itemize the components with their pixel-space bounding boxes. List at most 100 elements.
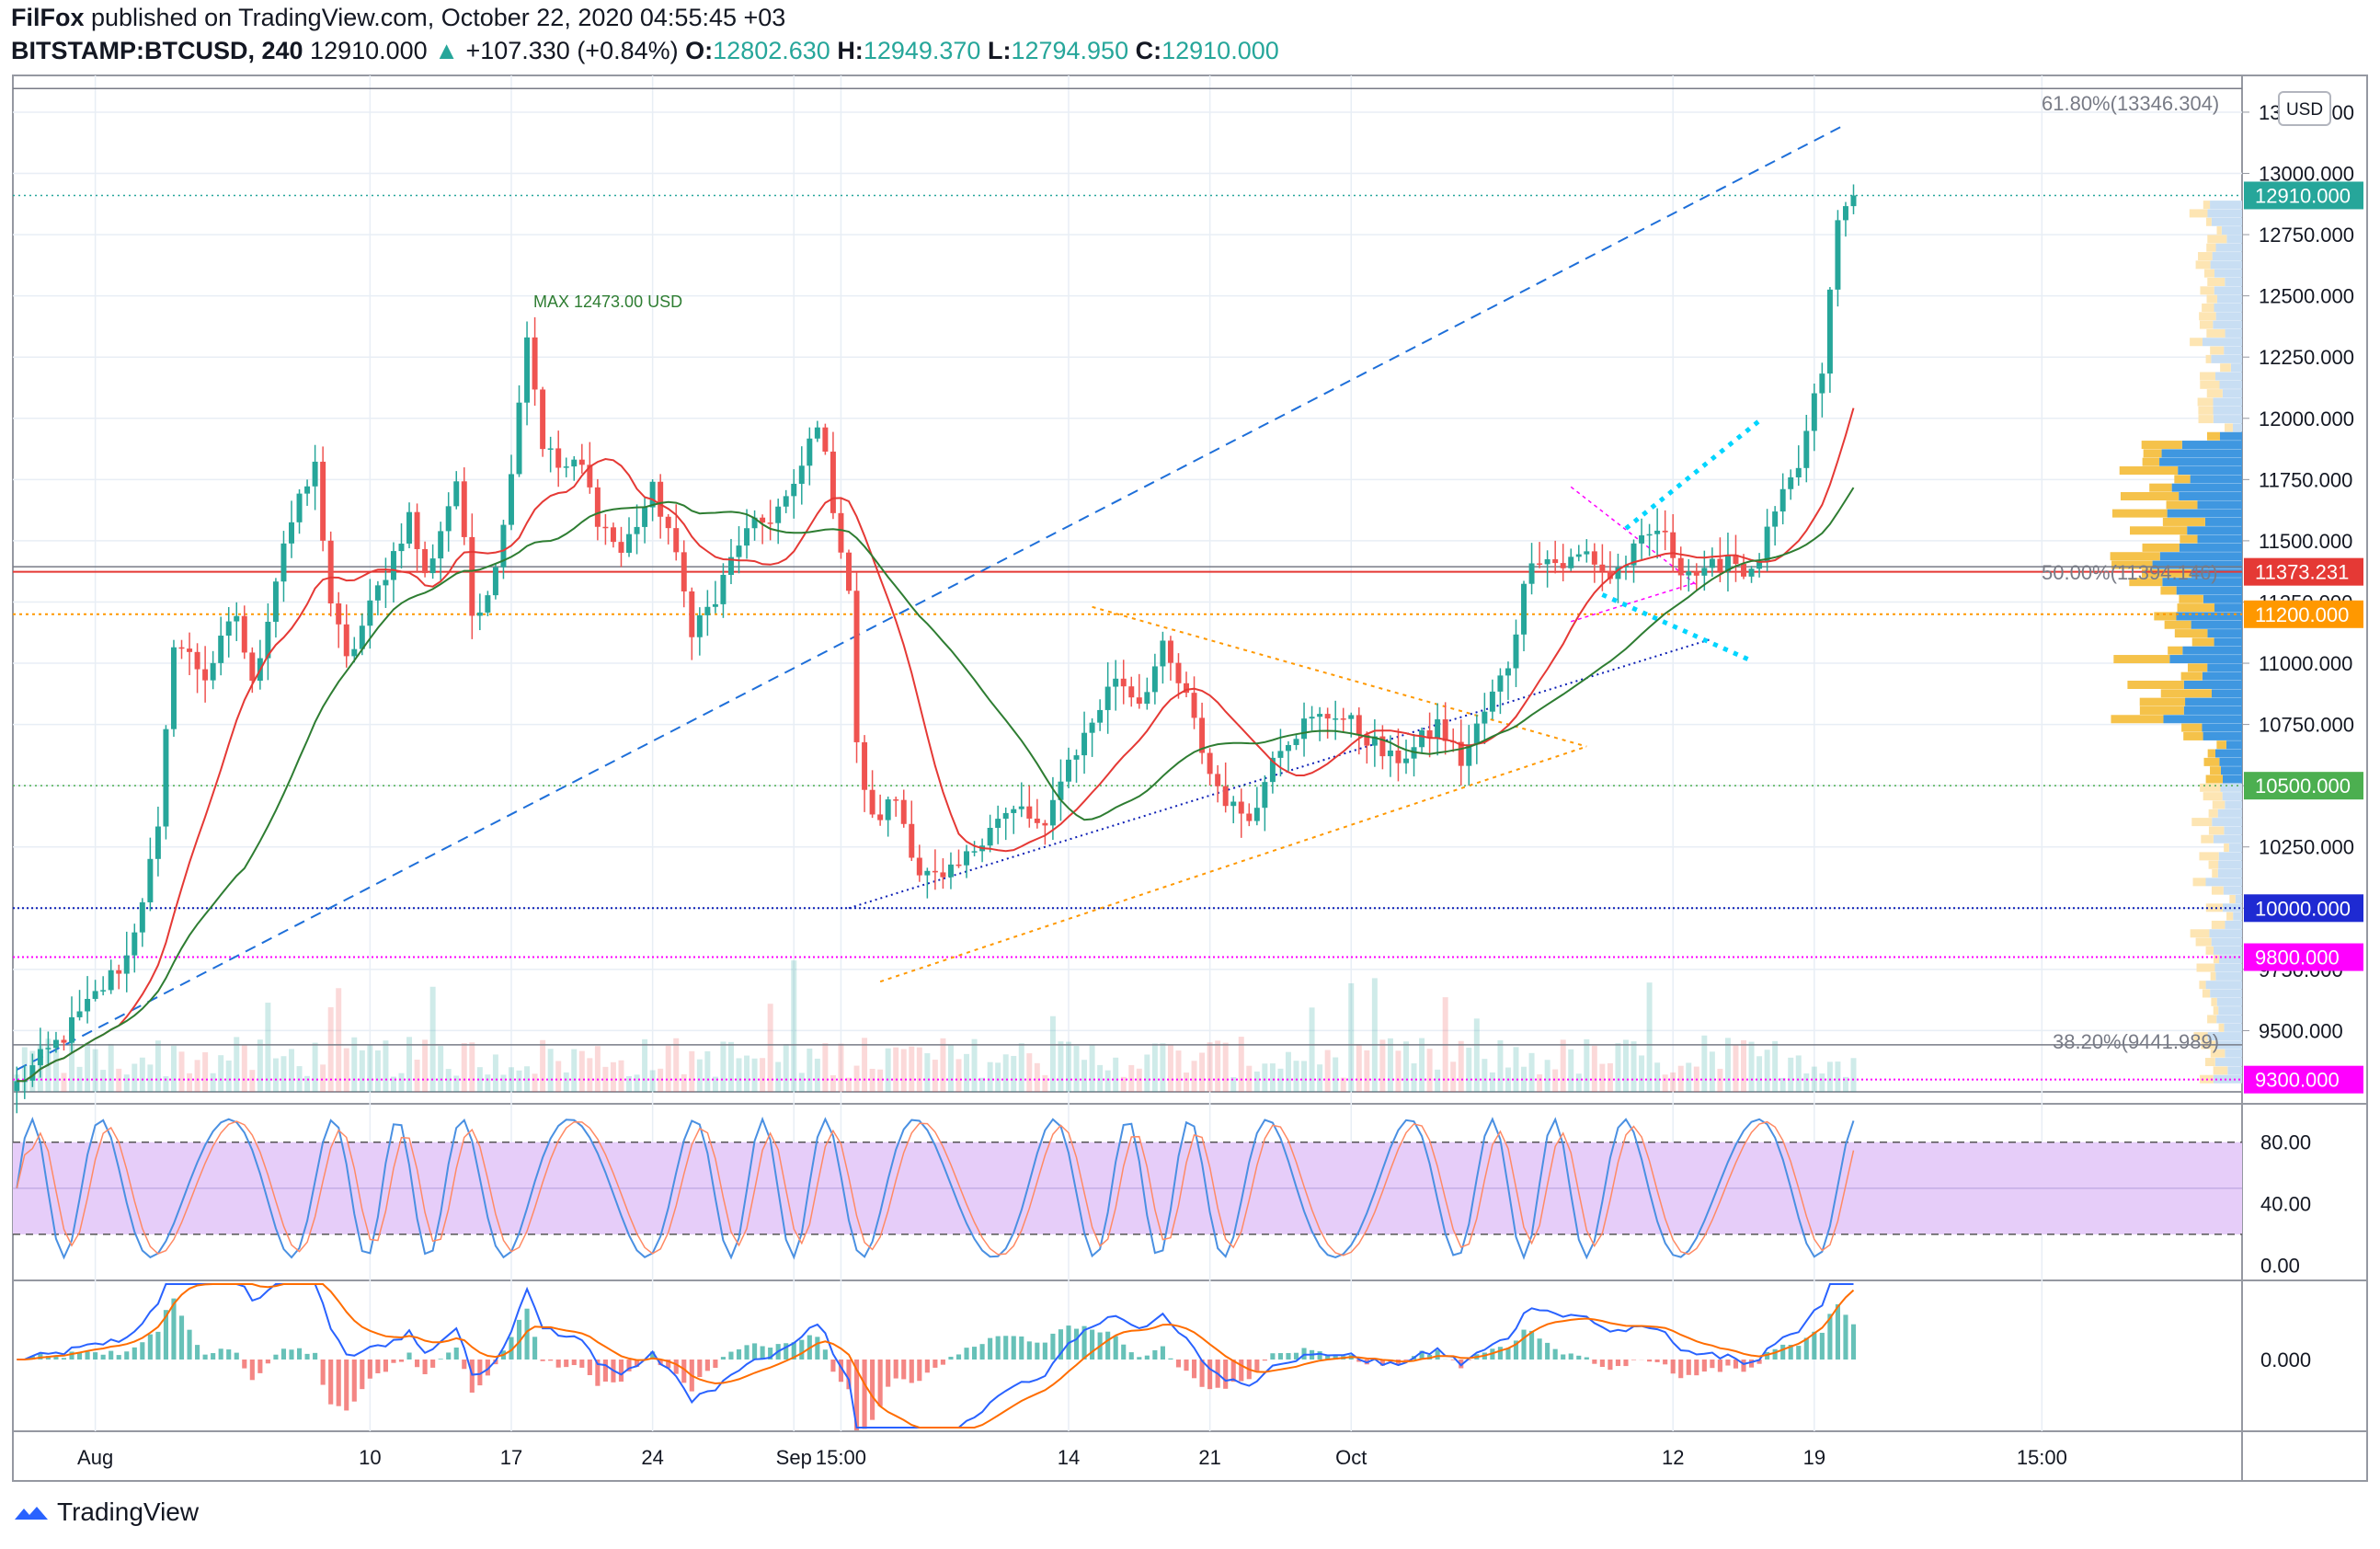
macd-hist-bar [799, 1339, 805, 1360]
candle-body [1379, 736, 1386, 757]
volume-bar [1733, 1045, 1739, 1092]
low-label: L: [987, 37, 1012, 64]
macd-hist-bar [1733, 1360, 1739, 1369]
volume-profile-bar [2187, 663, 2208, 672]
macd-hist-bar [1788, 1345, 1793, 1360]
volume-profile-bar [2159, 552, 2242, 561]
macd-hist-bar [886, 1360, 891, 1387]
volume-bar [807, 1048, 813, 1092]
macd-hist-bar [147, 1334, 153, 1360]
volume-bar [359, 1050, 365, 1092]
candle-body [147, 858, 154, 902]
close-label: C: [1135, 37, 1162, 64]
macd-hist-bar [1678, 1360, 1684, 1379]
candle-body [1599, 564, 1606, 571]
volume-bar [1560, 1039, 1566, 1092]
volume-profile-bar [2185, 697, 2242, 706]
candle-body [1317, 714, 1323, 717]
volume-bar [1788, 1057, 1794, 1092]
stoch-tick-label: 80.00 [2260, 1131, 2311, 1154]
volume-bar [775, 1061, 782, 1092]
macd-hist-bar [415, 1360, 420, 1368]
candle-body [1309, 717, 1315, 719]
candle-body [610, 527, 616, 543]
candle-body [1584, 551, 1590, 555]
volume-profile-bar [2120, 491, 2180, 500]
candle-body [320, 461, 326, 541]
price-tick-label: 12000.000 [2259, 407, 2354, 430]
volume-bar [689, 1050, 695, 1092]
candle-body [1537, 563, 1543, 565]
candle-body [932, 870, 938, 873]
macd-hist-bar [1128, 1352, 1134, 1360]
volume-profile-bar [2209, 929, 2242, 938]
macd-hist-bar [626, 1360, 632, 1371]
volume-bar [578, 1050, 585, 1092]
volume-bar [1528, 1052, 1535, 1092]
candle-body [1466, 744, 1472, 766]
candle-body [14, 1081, 20, 1091]
volume-profile-bar [2210, 1049, 2226, 1058]
volume-profile-bar [2113, 655, 2170, 664]
symbol-title[interactable]: BITSTAMP:BTCUSD, 240 [11, 37, 303, 64]
volume-profile-bar [2225, 328, 2242, 338]
macd-hist-bar [100, 1354, 106, 1360]
macd-hist-bar [1152, 1349, 1158, 1360]
volume-bar [1011, 1055, 1017, 1092]
candle-body [453, 481, 460, 507]
volume-profile-bar [2197, 397, 2214, 407]
volume-profile-bar [2212, 818, 2242, 827]
currency-label: USD [2286, 100, 2323, 120]
volume-profile-bar [2224, 1023, 2242, 1032]
candle-body [532, 337, 538, 390]
candle-body [92, 991, 98, 999]
volume-profile-bar [2207, 1015, 2217, 1024]
volume-bar [312, 1042, 318, 1092]
volume-profile-bar [2214, 269, 2242, 278]
candle-body [1639, 535, 1645, 544]
volume-bar [1811, 1066, 1817, 1092]
candle-body [1026, 806, 1033, 819]
volume-profile-bar [2207, 663, 2242, 672]
volume-profile-bar [2210, 346, 2225, 355]
publisher-name[interactable]: FilFox [11, 4, 85, 31]
candle-body [916, 857, 922, 876]
volume-bar [476, 1067, 483, 1092]
macd-hist-bar [1497, 1347, 1503, 1360]
macd-hist-bar [1710, 1360, 1715, 1369]
macd-hist-bar [469, 1360, 475, 1393]
candle-body [1819, 373, 1825, 394]
volume-profile-bar [2190, 338, 2203, 347]
volume-bar [791, 960, 797, 1092]
volume-bar [1144, 1054, 1150, 1092]
volume-bar [225, 1060, 232, 1092]
volume-bar [1724, 1038, 1731, 1092]
macd-hist-bar [752, 1343, 758, 1360]
volume-bar [571, 1049, 578, 1092]
candle-body [1497, 675, 1504, 692]
macd-hist-bar [202, 1354, 208, 1360]
candle-body [1356, 715, 1362, 735]
volume-bar [1552, 1069, 1559, 1092]
volume-bar [249, 1070, 256, 1092]
volume-profile-bar [2214, 1058, 2242, 1067]
macd-hist-bar [1850, 1324, 1857, 1360]
macd-hist-bar [296, 1348, 303, 1360]
stoch-pane [13, 1116, 2242, 1260]
candle-body [924, 870, 931, 876]
candle-body [1104, 686, 1111, 710]
stoch-tick-label: 40.00 [2260, 1193, 2311, 1216]
macd-hist-bar [933, 1360, 938, 1368]
price-badge-label: 11200.000 [2255, 603, 2349, 626]
macd-hist-bar [909, 1360, 914, 1383]
tradingview-footer[interactable]: TradingView [13, 1497, 199, 1527]
volume-profile-bar [2211, 217, 2242, 226]
volume-profile-bar [2167, 509, 2242, 518]
currency-button[interactable] [2278, 91, 2331, 126]
volume-bar [853, 1065, 860, 1092]
volume-profile-bar [2217, 869, 2242, 878]
volume-bar [320, 1064, 326, 1092]
volume-profile-bar [2212, 869, 2218, 878]
volume-profile-bar [2206, 389, 2223, 398]
